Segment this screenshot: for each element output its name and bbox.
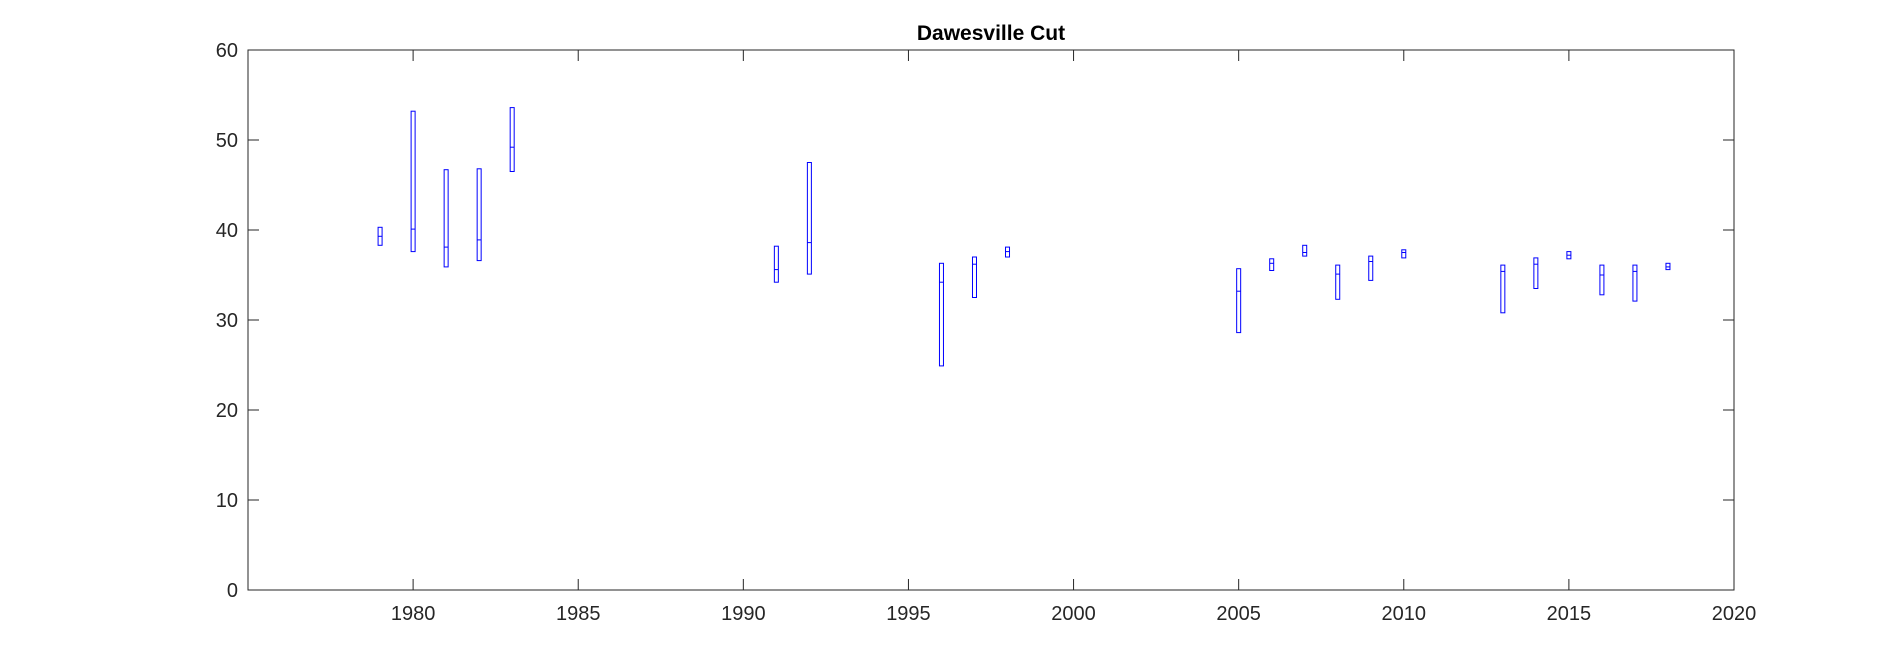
box-2016 — [1599, 264, 1605, 296]
box-body — [938, 262, 944, 367]
x-tick-label: 1980 — [391, 603, 436, 625]
box-1991 — [773, 245, 779, 283]
y-tick-label: 30 — [216, 310, 238, 332]
box-1992 — [806, 162, 812, 275]
x-tick-label: 1995 — [886, 603, 931, 625]
box-body — [1236, 268, 1242, 334]
box-body — [806, 162, 812, 275]
box-body — [476, 168, 482, 262]
box-2010 — [1401, 249, 1407, 259]
box-2005 — [1236, 268, 1242, 334]
x-tick-label: 2010 — [1382, 603, 1427, 625]
box-body — [410, 110, 416, 253]
x-tick-label: 1990 — [721, 603, 766, 625]
box-body — [509, 107, 515, 172]
box-1998 — [1005, 246, 1011, 258]
x-tick-label: 2015 — [1547, 603, 1592, 625]
y-tick-label: 50 — [216, 130, 238, 152]
y-tick-label: 20 — [216, 400, 238, 422]
x-tick-label: 2020 — [1712, 603, 1757, 625]
box-body — [773, 245, 779, 283]
chart-title: Dawesville Cut — [917, 22, 1065, 45]
box-1983 — [509, 107, 515, 172]
box-2015 — [1566, 251, 1572, 260]
box-body — [443, 169, 449, 268]
box-2013 — [1500, 264, 1506, 314]
box-2007 — [1302, 244, 1308, 257]
box-body — [1368, 255, 1374, 281]
y-tick-label: 40 — [216, 220, 238, 242]
box-2017 — [1632, 264, 1638, 302]
box-1982 — [476, 168, 482, 262]
box-body — [1632, 264, 1638, 302]
x-tick-label: 2005 — [1216, 603, 1261, 625]
box-body — [1533, 257, 1539, 289]
y-tick-label: 10 — [216, 490, 238, 512]
box-body — [971, 256, 977, 298]
box-1997 — [971, 256, 977, 298]
box-body — [1500, 264, 1506, 314]
box-body — [1302, 244, 1308, 257]
box-body — [1599, 264, 1605, 296]
box-1979 — [377, 226, 383, 246]
x-tick-label: 2000 — [1051, 603, 1096, 625]
y-tick-label: 0 — [227, 580, 238, 602]
y-axis: 0 10 20 30 40 50 60 — [216, 40, 1734, 602]
box-body — [1401, 249, 1407, 259]
box-2009 — [1368, 255, 1374, 281]
box-1981 — [443, 169, 449, 268]
y-tick-label: 60 — [216, 40, 238, 62]
x-axis: 1980 1985 1990 1995 2000 2005 2010 2015 2020 — [391, 50, 1756, 625]
box-2008 — [1335, 264, 1341, 300]
box-body — [1269, 258, 1275, 271]
box-1980 — [410, 110, 416, 253]
box-1996 — [938, 262, 944, 367]
box-2006 — [1269, 258, 1275, 271]
box-body — [1335, 264, 1341, 300]
x-tick-label: 1985 — [556, 603, 601, 625]
box-2014 — [1533, 257, 1539, 289]
box-series — [377, 107, 1671, 367]
box-2018 — [1665, 262, 1671, 271]
